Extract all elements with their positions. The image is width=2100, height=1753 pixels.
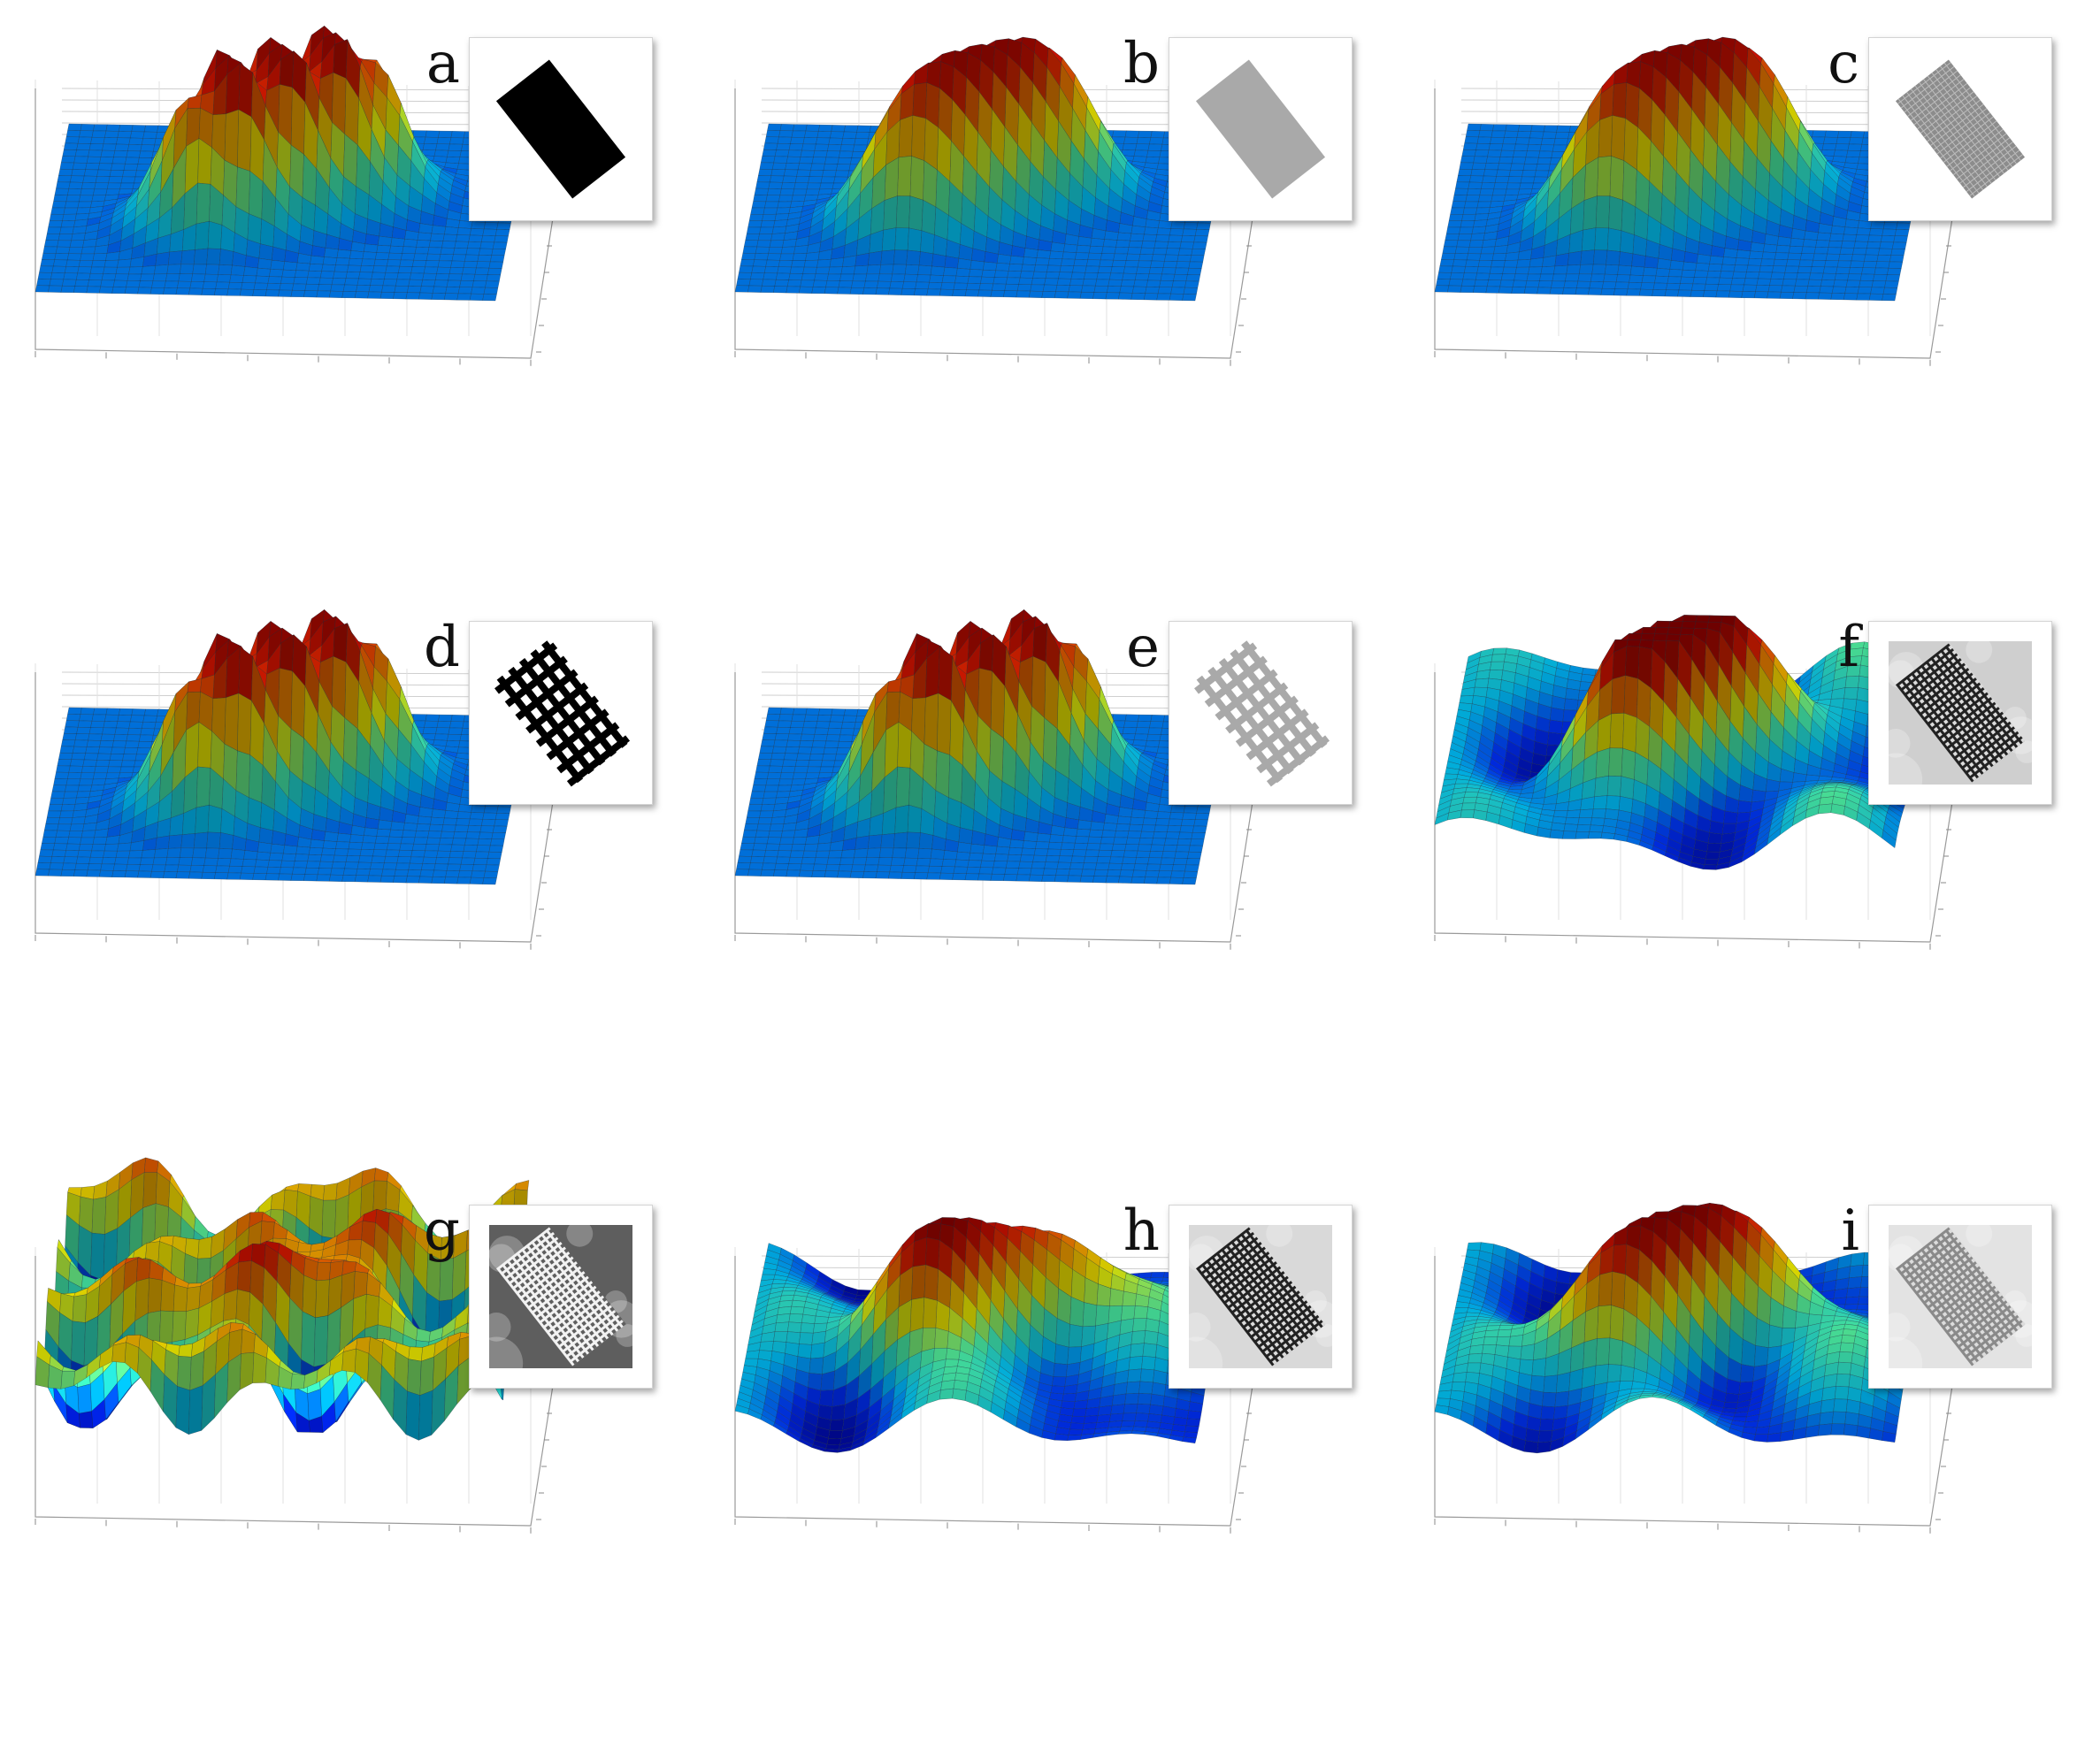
surface-mesh — [734, 1217, 1230, 1453]
inset-thumbnail — [1868, 37, 2052, 221]
surface-mesh — [34, 1157, 530, 1441]
inset-rectangle-shape — [1895, 643, 2026, 783]
axes-frame — [734, 88, 1258, 359]
surface-plot — [34, 1157, 558, 1534]
surface-mesh — [34, 25, 530, 302]
axes-frame — [1434, 1256, 1958, 1527]
inset-texture — [2015, 740, 2039, 763]
inset-rectangle-shape — [1195, 59, 1326, 199]
axes-frame — [34, 88, 558, 359]
surface-plot — [1434, 615, 1958, 950]
axes-frame — [734, 672, 1258, 943]
axes-frame — [1434, 88, 1958, 359]
inset-thumbnail — [1169, 621, 1353, 805]
inset-texture — [1966, 636, 1993, 663]
panel-label: b — [1123, 31, 1160, 96]
panel-label: g — [424, 1198, 460, 1264]
inset-thumbnail — [1868, 621, 2052, 805]
inset-texture — [616, 1324, 640, 1347]
subfigure-panel-i: i — [1399, 1167, 2099, 1751]
panel-label: f — [1838, 615, 1859, 680]
surface-plot — [734, 1217, 1258, 1534]
inset-texture — [1181, 1313, 1211, 1342]
subfigure-panel-a: a — [0, 0, 700, 584]
inset-texture — [470, 1336, 524, 1388]
inset-texture — [1881, 729, 1911, 758]
axes-frame — [34, 672, 558, 943]
panel-label: c — [1828, 31, 1859, 96]
inset-texture — [1169, 1336, 1223, 1388]
surface-plot — [34, 25, 558, 366]
inset-texture — [1266, 1220, 1293, 1247]
panel-label: a — [425, 31, 460, 96]
panel-label: d — [424, 615, 460, 680]
subfigure-panel-d: d — [0, 584, 700, 1167]
surface-mesh — [1434, 1203, 1929, 1454]
panel-label: e — [1126, 615, 1160, 680]
inset-rectangle-shape — [1895, 1227, 2026, 1366]
inset-texture — [1966, 1220, 1993, 1247]
inset-thumbnail — [469, 37, 653, 221]
inset-thumbnail — [1169, 37, 1353, 221]
inset-texture — [1315, 1324, 1339, 1347]
inset-thumbnail — [1169, 1205, 1353, 1389]
inset-rectangle-shape — [1195, 1227, 1326, 1366]
panel-label: h — [1123, 1198, 1160, 1264]
surface-plot — [1434, 1203, 1958, 1534]
inset-texture — [1881, 1313, 1911, 1342]
subfigure-panel-c: c — [1399, 0, 2099, 584]
inset-rectangle-shape — [1194, 640, 1330, 787]
surface-mesh — [1434, 36, 1929, 302]
subfigure-panel-g: g — [0, 1157, 700, 1751]
inset-thumbnail — [1868, 1205, 2052, 1389]
inset-texture — [1869, 753, 1923, 804]
surface-mesh — [1434, 615, 1929, 870]
inset-rectangle-shape — [495, 59, 626, 199]
subfigure-panel-f: f — [1399, 584, 2099, 1167]
inset-rectangle-shape — [494, 640, 631, 787]
surface-plot — [1434, 36, 1958, 366]
axes-frame — [734, 1256, 1258, 1527]
inset-texture — [1869, 1336, 1923, 1388]
axes-frame — [34, 1256, 558, 1527]
inset-texture — [481, 1313, 511, 1342]
inset-rectangle-shape — [1895, 59, 2026, 199]
axes-frame — [1434, 672, 1958, 943]
inset-thumbnail — [469, 1205, 653, 1389]
panel-label: i — [1841, 1198, 1859, 1264]
subfigure-panel-e: e — [700, 584, 1399, 1167]
inset-rectangle-shape — [495, 1227, 626, 1366]
subfigure-panel-h: h — [700, 1167, 1399, 1751]
inset-texture — [566, 1220, 594, 1247]
subfigure-panel-b: b — [700, 0, 1399, 584]
inset-texture — [2015, 1324, 2039, 1347]
inset-thumbnail — [469, 621, 653, 805]
